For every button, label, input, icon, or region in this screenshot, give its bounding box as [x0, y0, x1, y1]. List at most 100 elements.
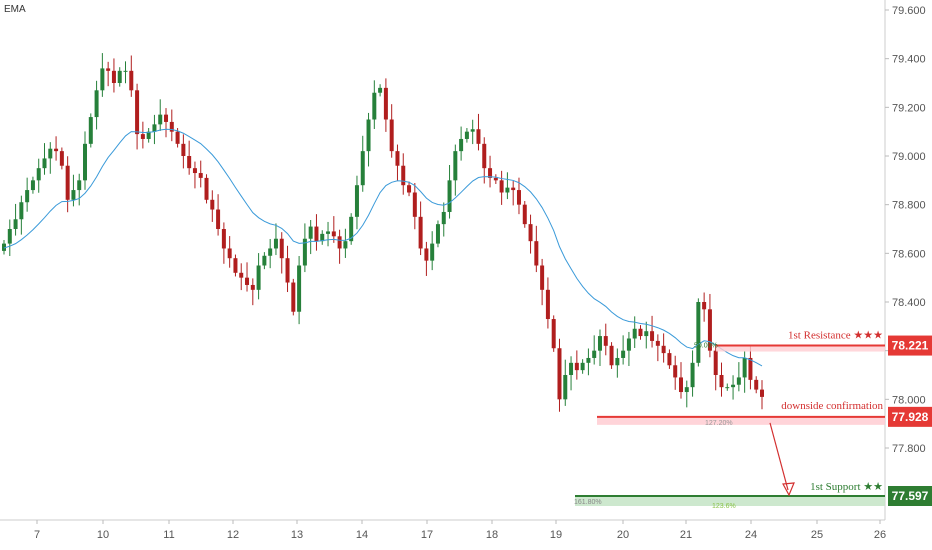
candle-body [245, 277, 250, 285]
candle [337, 229, 342, 264]
candle [435, 220, 440, 248]
candle-body [320, 233, 325, 242]
candle [250, 278, 255, 306]
price-tick-label: 78.400 [892, 297, 926, 309]
candle-body [372, 92, 377, 120]
candle-body [389, 119, 394, 152]
candle [326, 221, 331, 247]
candle-body [129, 70, 134, 91]
candle-body [36, 168, 41, 181]
candle-body [100, 68, 105, 91]
candle-body [152, 124, 157, 132]
candle [453, 144, 458, 196]
candle-body [742, 357, 747, 378]
candle [551, 315, 556, 352]
resistance-zone [716, 344, 885, 352]
candle [308, 219, 313, 255]
candle [505, 172, 510, 200]
candle [563, 359, 568, 406]
candle-body [476, 129, 481, 144]
candle [522, 201, 527, 228]
candle-body [94, 90, 99, 118]
candle [586, 348, 591, 376]
candle [528, 214, 533, 254]
price-tick-label: 79.600 [892, 5, 926, 17]
candle [476, 113, 481, 151]
time-tick-label: 17 [421, 529, 433, 541]
time-tick-label: 10 [97, 529, 109, 541]
candle [603, 323, 608, 356]
support-fib-label: 161.80% [574, 499, 602, 506]
candle [644, 321, 649, 349]
candle-body [626, 338, 631, 351]
candle [470, 119, 475, 145]
candle-body [140, 134, 145, 139]
candle [256, 253, 261, 300]
candle-body [337, 236, 342, 249]
candle [407, 181, 412, 197]
candle [117, 67, 122, 87]
candle [181, 134, 186, 169]
price-tick-label: 77.800 [892, 443, 926, 455]
candle [383, 78, 388, 132]
candle [30, 176, 35, 194]
candle-body [540, 265, 545, 290]
candle-body [2, 243, 6, 251]
candle-body [661, 345, 666, 354]
candle [673, 355, 678, 390]
candle-body [88, 117, 93, 144]
candle-body [204, 177, 209, 200]
candle-body [7, 229, 12, 244]
candle [88, 113, 93, 148]
candle [702, 292, 707, 322]
candle [713, 344, 718, 391]
candle [2, 239, 6, 255]
candle-body [748, 357, 753, 380]
resistance-price-label: 78.221 [892, 339, 929, 353]
candle-body [135, 90, 140, 135]
candle [632, 316, 637, 348]
time-tick-label: 14 [356, 529, 368, 541]
candle-body [563, 375, 568, 400]
candle-body [719, 375, 724, 388]
candle [424, 241, 429, 276]
candle [140, 121, 145, 149]
candle-body [592, 350, 597, 358]
candle [690, 350, 695, 397]
candle [204, 174, 209, 204]
candle [667, 349, 672, 369]
candle [216, 194, 221, 236]
candle-body [77, 180, 82, 191]
candle-body [557, 348, 562, 400]
candle-body [534, 241, 539, 266]
candle-body [83, 143, 88, 181]
candle-body [580, 362, 585, 371]
candle [372, 80, 377, 129]
candle-body [250, 284, 255, 290]
candle-body [673, 365, 678, 378]
candle-body [192, 168, 197, 174]
candle [725, 383, 730, 391]
candle-body [435, 224, 440, 244]
candle [187, 140, 192, 175]
candle-body [308, 226, 313, 239]
candle-body [412, 192, 417, 217]
candle [239, 263, 244, 291]
candle [111, 58, 116, 93]
candle-body [632, 328, 637, 339]
candle-body [71, 190, 76, 200]
price-tick-label: 79.000 [892, 151, 926, 163]
candle [754, 376, 759, 394]
candle-body [684, 387, 689, 393]
candle-body [615, 357, 620, 366]
candle [227, 236, 232, 268]
candle [488, 155, 493, 188]
candle-body [216, 209, 221, 229]
candle-body [221, 229, 226, 249]
candle-body [430, 243, 435, 261]
candle [77, 173, 82, 206]
confirmation-zone [597, 416, 885, 425]
candle-body [349, 216, 354, 242]
candle [48, 142, 53, 174]
